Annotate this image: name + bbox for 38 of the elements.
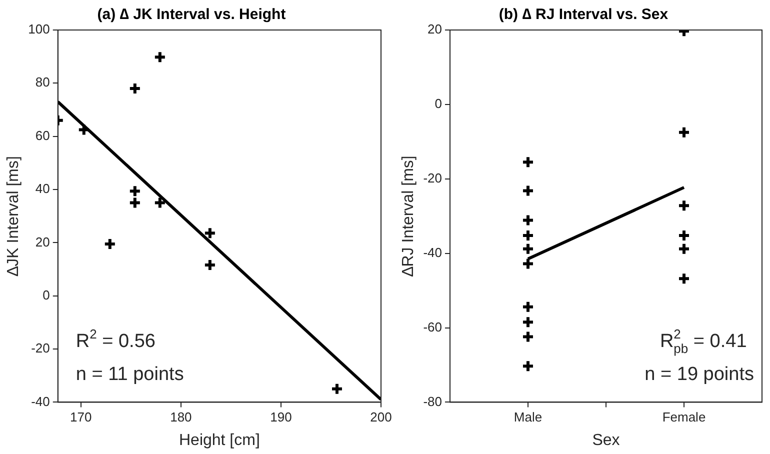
chart-title: (a) ∆ JK Interval vs. Height: [97, 6, 286, 24]
point: [153, 50, 166, 64]
y-tick-label: 100: [28, 22, 50, 37]
x-axis-title: Sex: [592, 432, 620, 449]
point: [77, 123, 90, 136]
x-tick-label: Female: [662, 410, 706, 425]
y-tick-label: 20: [35, 234, 50, 250]
x-axis-title: Height [cm]: [178, 432, 260, 449]
y-tick-label: 0: [434, 96, 442, 112]
point: [128, 196, 142, 210]
y-tick-label: -80: [423, 394, 442, 409]
annotation: n = 11 points: [76, 364, 184, 386]
annotation: n = 19 points: [644, 364, 754, 386]
y-tick-label: 0: [42, 287, 50, 302]
y-axis-title: ∆RJ Interval [ms]: [400, 156, 418, 277]
y-tick-label: -40: [423, 244, 442, 260]
x-tick-label: 200: [370, 410, 392, 425]
y-tick-label: -60: [423, 319, 442, 334]
point: [203, 226, 216, 240]
chart-title: (b) ∆ RJ Interval vs. Sex: [498, 6, 669, 24]
y-tick-label: -20: [31, 340, 50, 356]
x-tick-label: 190: [270, 410, 292, 425]
y-tick-label: 40: [35, 181, 50, 196]
point: [153, 196, 166, 210]
point: [203, 258, 216, 272]
point: [330, 382, 344, 396]
point: [128, 82, 142, 95]
y-tick-label: -20: [423, 170, 442, 186]
y-tick-label: 20: [428, 22, 442, 37]
y-tick-label: -40: [31, 394, 50, 409]
y-axis-title: ∆JK Interval [ms]: [5, 156, 22, 276]
point: [128, 184, 142, 198]
x-tick-label: Male: [514, 410, 542, 425]
x-tick-label: 170: [70, 410, 92, 425]
y-tick-label: 60: [35, 128, 50, 143]
x-tick-label: 180: [170, 410, 192, 425]
point: [103, 238, 116, 251]
y-tick-label: 80: [35, 74, 50, 90]
